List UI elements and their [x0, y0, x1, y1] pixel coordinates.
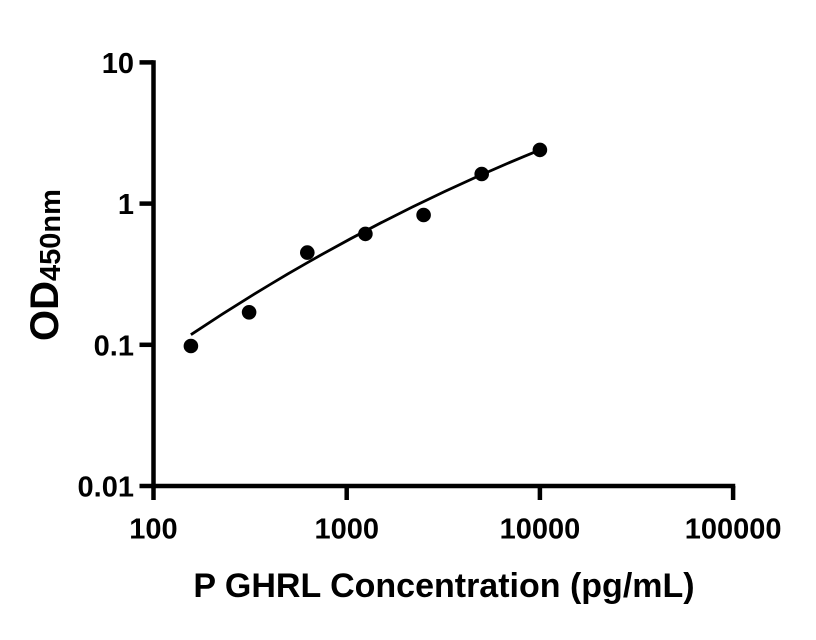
y-axis-title-subscript: 450nm	[35, 189, 67, 281]
x-tick-label: 100	[129, 514, 177, 546]
y-axis-title-main: OD	[23, 281, 67, 341]
y-axis: 10 1 0.1 0.01	[78, 48, 156, 504]
y-tick-label: 10	[102, 48, 134, 80]
data-point	[532, 142, 548, 158]
data-point	[183, 338, 199, 354]
data-point	[241, 305, 257, 320]
y-axis-title: OD450nm	[23, 189, 67, 341]
y-tick-label: 0.01	[78, 472, 134, 504]
y-tick-label: 1	[118, 189, 134, 221]
data-point	[416, 207, 431, 223]
x-tick-label: 10000	[500, 514, 581, 546]
x-tick-label: 100000	[685, 514, 782, 546]
data-point	[358, 226, 373, 242]
x-axis: 100 1000 10000 100000	[129, 483, 782, 546]
data-points	[183, 142, 548, 354]
data-point	[474, 166, 490, 182]
data-point	[300, 245, 315, 260]
y-tick-label: 0.1	[94, 330, 134, 362]
x-tick-label: 1000	[314, 514, 379, 546]
x-axis-title: P GHRL Concentration (pg/mL)	[193, 567, 694, 605]
